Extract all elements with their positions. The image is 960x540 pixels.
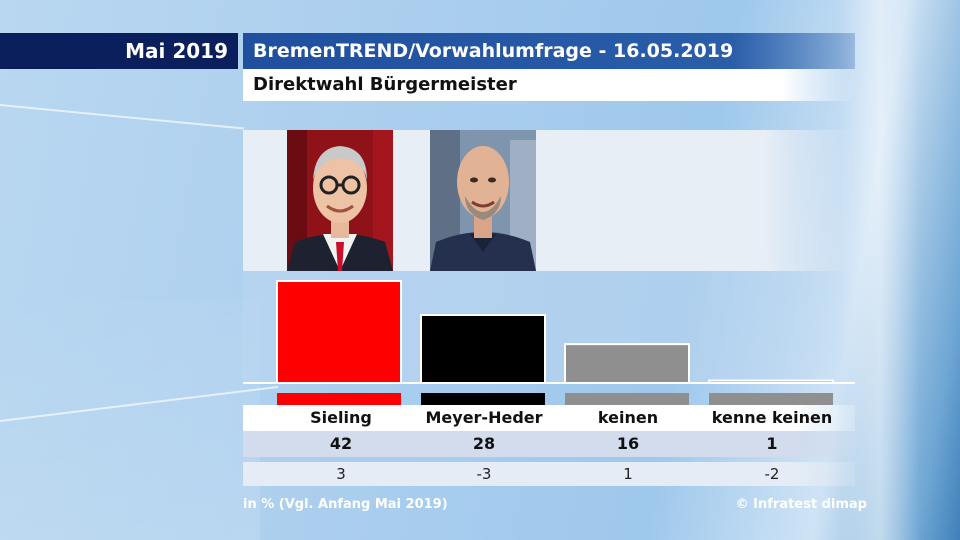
bar-sieling bbox=[276, 280, 402, 384]
bar-reflection-meyer-heder bbox=[421, 393, 545, 405]
change-label-sieling: 3 bbox=[336, 465, 346, 483]
bar-meyer-heder bbox=[420, 314, 546, 384]
chart-title: BremenTREND/Vorwahlumfrage - 16.05.2019 bbox=[243, 33, 855, 69]
footnote: in % (Vgl. Anfang Mai 2019) bbox=[243, 497, 448, 512]
category-label-keinen: keinen bbox=[597, 408, 659, 427]
value-label-keinen: 16 bbox=[616, 434, 640, 453]
value-label-sieling: 42 bbox=[329, 434, 353, 453]
bar-reflection-keinen bbox=[565, 393, 689, 405]
category-label-row: Sieling Meyer-Heder keinen kenne keinen bbox=[243, 405, 855, 431]
source-credit: © Infratest dimap bbox=[735, 497, 867, 512]
change-label-kenne-keinen: -2 bbox=[764, 465, 780, 483]
date-label: Mai 2019 bbox=[0, 33, 238, 69]
change-label-meyer-heder: -3 bbox=[476, 465, 492, 483]
category-label-kenne-keinen: kenne keinen bbox=[711, 408, 833, 427]
value-label-kenne-keinen: 1 bbox=[766, 434, 778, 453]
candidate-photo-meyer-heder bbox=[430, 130, 536, 271]
bar-reflection-sieling bbox=[277, 393, 401, 405]
change-label-keinen: 1 bbox=[623, 465, 633, 483]
value-label-meyer-heder: 28 bbox=[472, 434, 496, 453]
category-label-meyer-heder: Meyer-Heder bbox=[425, 408, 543, 427]
background-glass-panel bbox=[0, 300, 260, 540]
bar-reflection-kenne-keinen bbox=[709, 393, 833, 405]
category-label-sieling: Sieling bbox=[310, 408, 372, 427]
bar-keinen bbox=[564, 343, 690, 384]
candidate-photo-sieling bbox=[287, 130, 393, 271]
value-row: 42 28 16 1 bbox=[243, 431, 855, 457]
chart-subtitle: Direktwahl Bürgermeister bbox=[243, 69, 855, 101]
change-row: 3 -3 1 -2 bbox=[243, 462, 855, 486]
